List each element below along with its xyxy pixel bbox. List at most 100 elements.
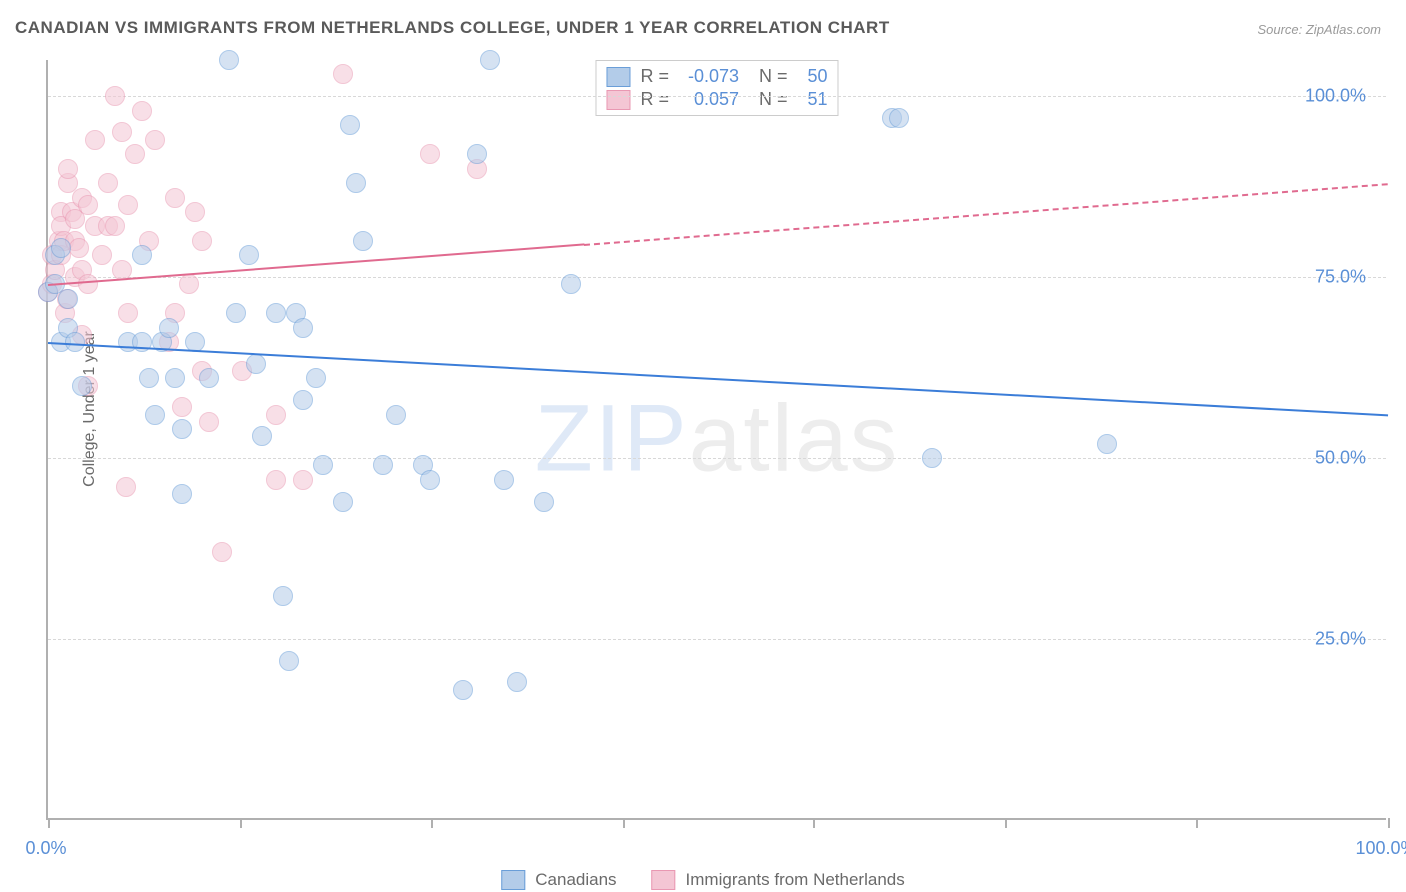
- blue-point: [239, 245, 259, 265]
- blue-point: [273, 586, 293, 606]
- pink-point: [266, 405, 286, 425]
- blue-point: [340, 115, 360, 135]
- x-tick: [1388, 818, 1390, 828]
- r-value: 0.057: [679, 89, 739, 110]
- blue-point: [561, 274, 581, 294]
- gridline: [48, 639, 1386, 640]
- series-legend: Canadians Immigrants from Netherlands: [501, 870, 904, 890]
- pink-point: [69, 238, 89, 258]
- blue-swatch: [606, 67, 630, 87]
- trendline-solid: [48, 342, 1388, 416]
- blue-point: [145, 405, 165, 425]
- correl-row-pink: R = 0.057 N = 51: [606, 88, 827, 111]
- correl-row-blue: R = -0.073 N = 50: [606, 65, 827, 88]
- x-tick: [431, 818, 433, 828]
- blue-point: [51, 238, 71, 258]
- blue-point: [246, 354, 266, 374]
- pink-point: [105, 216, 125, 236]
- blue-point: [293, 390, 313, 410]
- blue-point: [159, 318, 179, 338]
- blue-point: [172, 484, 192, 504]
- pink-point: [172, 397, 192, 417]
- pink-point: [212, 542, 232, 562]
- blue-point: [306, 368, 326, 388]
- blue-point: [252, 426, 272, 446]
- pink-point: [58, 159, 78, 179]
- legend-item-pink: Immigrants from Netherlands: [652, 870, 905, 890]
- blue-point: [199, 368, 219, 388]
- r-label: R =: [640, 89, 669, 110]
- blue-point: [467, 144, 487, 164]
- blue-point: [1097, 434, 1117, 454]
- blue-point: [494, 470, 514, 490]
- x-tick: [813, 818, 815, 828]
- blue-point: [279, 651, 299, 671]
- pink-point: [85, 130, 105, 150]
- blue-point: [165, 368, 185, 388]
- chart-title: CANADIAN VS IMMIGRANTS FROM NETHERLANDS …: [15, 18, 890, 38]
- blue-point: [313, 455, 333, 475]
- x-tick: [1196, 818, 1198, 828]
- watermark-atlas: atlas: [689, 386, 900, 492]
- pink-point: [165, 188, 185, 208]
- y-tick-label: 50.0%: [1315, 448, 1366, 469]
- blue-point: [453, 680, 473, 700]
- pink-point: [132, 101, 152, 121]
- blue-point: [922, 448, 942, 468]
- x-tick: [240, 818, 242, 828]
- pink-point: [116, 477, 136, 497]
- pink-point: [98, 173, 118, 193]
- gridline: [48, 277, 1386, 278]
- y-tick-label: 25.0%: [1315, 629, 1366, 650]
- blue-point: [72, 376, 92, 396]
- pink-point: [192, 231, 212, 251]
- pink-point: [125, 144, 145, 164]
- r-value: -0.073: [679, 66, 739, 87]
- blue-point: [266, 303, 286, 323]
- pink-point: [78, 274, 98, 294]
- blue-point: [293, 318, 313, 338]
- blue-point: [333, 492, 353, 512]
- blue-point: [132, 245, 152, 265]
- pink-swatch: [606, 90, 630, 110]
- n-label: N =: [759, 66, 788, 87]
- blue-point: [219, 50, 239, 70]
- r-label: R =: [640, 66, 669, 87]
- n-value: 51: [798, 89, 828, 110]
- pink-point: [266, 470, 286, 490]
- n-value: 50: [798, 66, 828, 87]
- plot-area: ZIPatlas R = -0.073 N = 50 R = 0.057 N = 51 25.…: [46, 60, 1386, 820]
- x-tick: [623, 818, 625, 828]
- watermark: ZIPatlas: [535, 385, 899, 494]
- pink-point: [112, 122, 132, 142]
- y-tick-label: 100.0%: [1305, 86, 1366, 107]
- watermark-zip: ZIP: [535, 386, 689, 492]
- pink-point: [118, 303, 138, 323]
- correlation-legend: R = -0.073 N = 50 R = 0.057 N = 51: [595, 60, 838, 116]
- blue-point: [889, 108, 909, 128]
- trendline-dashed: [584, 183, 1388, 246]
- blue-point: [139, 368, 159, 388]
- blue-point: [353, 231, 373, 251]
- pink-point: [78, 195, 98, 215]
- x-tick-label-max: 100.0%: [1355, 838, 1406, 859]
- pink-point: [118, 195, 138, 215]
- gridline: [48, 458, 1386, 459]
- blue-legend-swatch: [501, 870, 525, 890]
- source-attribution: Source: ZipAtlas.com: [1257, 22, 1381, 37]
- pink-point: [333, 64, 353, 84]
- pink-point: [179, 274, 199, 294]
- x-tick: [48, 818, 50, 828]
- legend-label: Canadians: [535, 870, 616, 890]
- legend-item-blue: Canadians: [501, 870, 616, 890]
- pink-legend-swatch: [652, 870, 676, 890]
- blue-point: [172, 419, 192, 439]
- blue-point: [507, 672, 527, 692]
- pink-point: [293, 470, 313, 490]
- y-tick-label: 75.0%: [1315, 267, 1366, 288]
- blue-point: [373, 455, 393, 475]
- pink-point: [185, 202, 205, 222]
- pink-point: [105, 86, 125, 106]
- n-label: N =: [759, 89, 788, 110]
- pink-point: [420, 144, 440, 164]
